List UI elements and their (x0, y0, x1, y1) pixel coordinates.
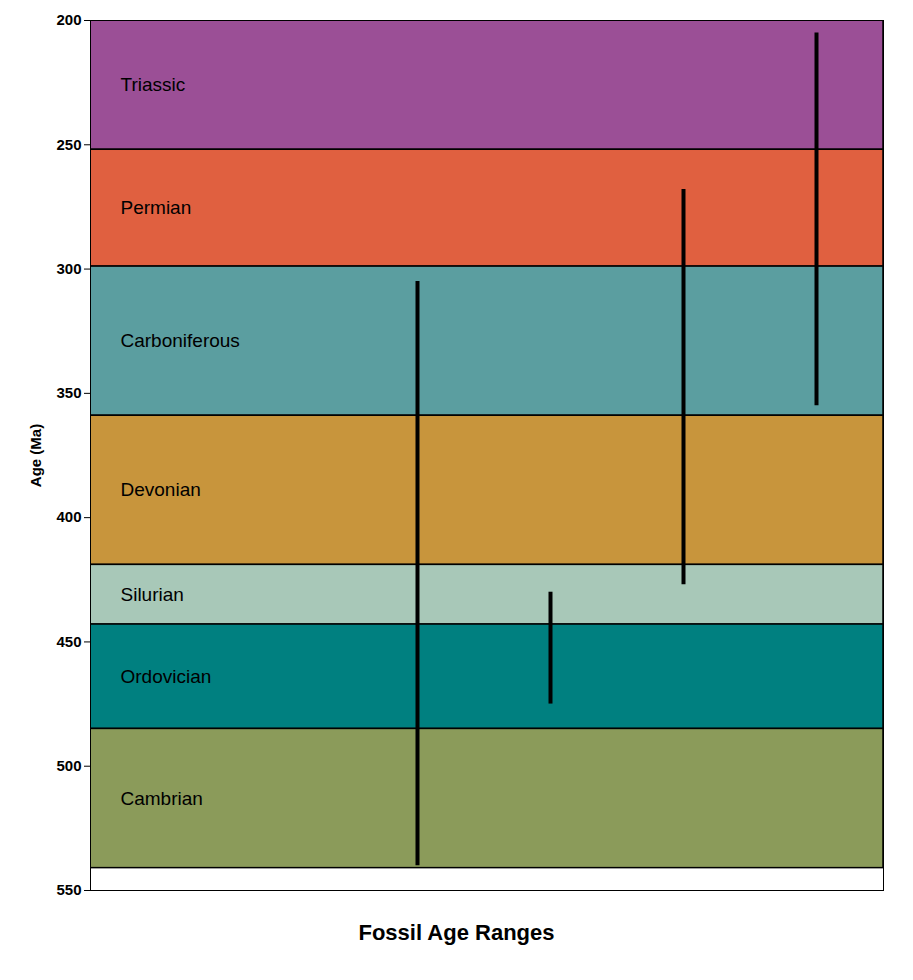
svg-text:Silurian: Silurian (121, 584, 184, 605)
svg-text:350: 350 (56, 384, 81, 401)
svg-text:Age (Ma): Age (Ma) (27, 424, 44, 487)
svg-text:200: 200 (56, 11, 81, 28)
svg-text:Triassic: Triassic (121, 74, 186, 95)
svg-text:Devonian: Devonian (121, 479, 201, 500)
svg-text:Carboniferous: Carboniferous (121, 330, 240, 351)
svg-text:Permian: Permian (121, 197, 192, 218)
svg-text:Cambrian: Cambrian (121, 788, 203, 809)
svg-text:500: 500 (56, 757, 81, 774)
html-text:Fossil Age Ranges: Fossil Age Ranges (358, 920, 555, 945)
svg-text:450: 450 (56, 633, 81, 650)
svg-text:250: 250 (56, 136, 81, 153)
svg-text:400: 400 (56, 508, 81, 525)
svg-text:550: 550 (56, 881, 81, 898)
svg-text:300: 300 (56, 260, 81, 277)
svg-text:Ordovician: Ordovician (121, 666, 212, 687)
